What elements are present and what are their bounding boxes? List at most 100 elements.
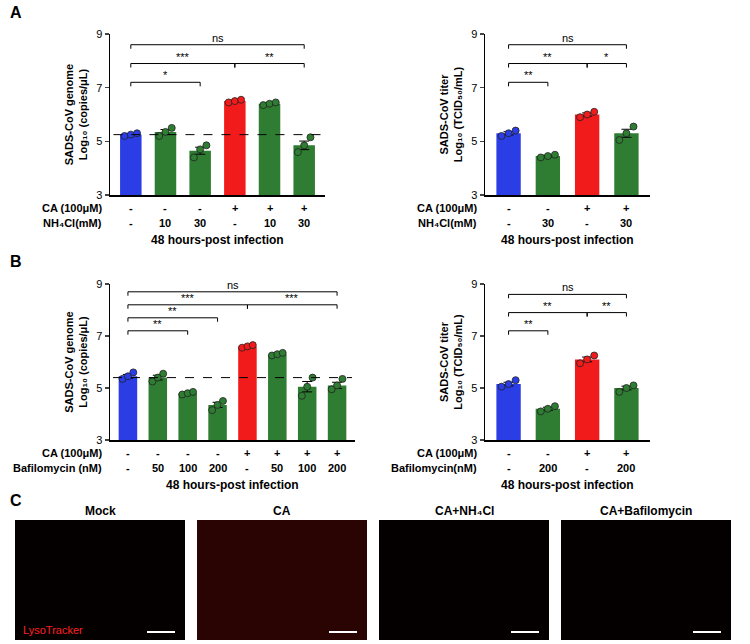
svg-text:+: + [244, 447, 250, 459]
svg-text:LysoTracker: LysoTracker [23, 624, 83, 636]
svg-text:9: 9 [471, 28, 477, 40]
svg-text:CA (100μM): CA (100μM) [42, 202, 102, 214]
svg-text:-: - [233, 217, 237, 229]
svg-text:5: 5 [96, 382, 102, 394]
svg-text:48 hours-post infection: 48 hours-post infection [166, 478, 299, 492]
svg-text:**: ** [543, 51, 552, 63]
svg-text:*: * [163, 69, 168, 81]
svg-text:200: 200 [328, 462, 346, 474]
svg-text:***: *** [176, 51, 190, 63]
svg-text:100: 100 [298, 462, 316, 474]
svg-text:5: 5 [471, 382, 477, 394]
svg-text:5: 5 [96, 135, 102, 147]
svg-text:CA (100μM): CA (100μM) [417, 202, 477, 214]
svg-text:-: - [546, 447, 550, 459]
svg-text:-: - [126, 462, 130, 474]
svg-text:CA+Bafilomycin: CA+Bafilomycin [600, 504, 692, 518]
svg-text:10: 10 [159, 217, 171, 229]
svg-text:200: 200 [209, 462, 227, 474]
svg-text:-: - [186, 447, 190, 459]
svg-text:CA (100μM): CA (100μM) [417, 447, 477, 459]
svg-text:**: ** [543, 300, 552, 312]
svg-text:-: - [129, 217, 133, 229]
svg-text:5: 5 [471, 135, 477, 147]
svg-text:Bafilomycin(nM): Bafilomycin(nM) [391, 462, 477, 474]
svg-text:-: - [585, 217, 589, 229]
svg-text:50: 50 [152, 462, 164, 474]
svg-text:+: + [232, 202, 238, 214]
svg-text:+: + [301, 202, 307, 214]
svg-text:48 hours-post infection: 48 hours-post infection [501, 233, 634, 247]
svg-text:**: ** [602, 300, 611, 312]
svg-text:9: 9 [96, 28, 102, 40]
svg-text:Bafilomycin (nM): Bafilomycin (nM) [13, 462, 102, 474]
svg-text:**: ** [265, 51, 274, 63]
svg-text:7: 7 [471, 82, 477, 94]
svg-text:-: - [546, 202, 550, 214]
svg-text:-: - [507, 447, 511, 459]
svg-text:**: ** [168, 305, 177, 317]
svg-text:ns: ns [227, 279, 239, 291]
svg-text:ns: ns [562, 32, 574, 44]
svg-text:ns: ns [212, 32, 224, 44]
svg-text:7: 7 [471, 330, 477, 342]
svg-text:9: 9 [471, 278, 477, 290]
svg-text:10: 10 [264, 217, 276, 229]
svg-text:CA (100μM): CA (100μM) [42, 447, 102, 459]
svg-text:48 hours-post infection: 48 hours-post infection [501, 478, 634, 492]
svg-text:SADS-CoV genomeLog₁₀ (copies/μ: SADS-CoV genomeLog₁₀ (copies/μL) [63, 64, 89, 165]
svg-text:+: + [274, 447, 280, 459]
svg-text:3: 3 [96, 189, 102, 201]
svg-text:-: - [507, 217, 511, 229]
svg-text:ns: ns [562, 281, 574, 293]
svg-text:100: 100 [179, 462, 197, 474]
svg-text:B: B [10, 253, 22, 270]
svg-text:+: + [584, 202, 590, 214]
svg-text:*: * [604, 51, 609, 63]
svg-text:Mock: Mock [85, 504, 116, 518]
svg-text:**: ** [524, 318, 533, 330]
svg-text:9: 9 [96, 278, 102, 290]
svg-text:7: 7 [96, 330, 102, 342]
svg-text:NH₄Cl(mM): NH₄Cl(mM) [43, 217, 102, 229]
svg-text:-: - [198, 202, 202, 214]
svg-text:SADS-CoV titerLog₁₀ (TCID₅₀/mL: SADS-CoV titerLog₁₀ (TCID₅₀/mL) [438, 67, 464, 163]
svg-text:CA: CA [273, 504, 291, 518]
svg-text:-: - [507, 202, 511, 214]
svg-text:+: + [584, 447, 590, 459]
svg-text:SADS-CoV genomeLog₁₀ (copies/μ: SADS-CoV genomeLog₁₀ (copies/μL) [63, 311, 89, 412]
svg-text:200: 200 [539, 462, 557, 474]
svg-text:+: + [267, 202, 273, 214]
svg-text:NH₄Cl(mM): NH₄Cl(mM) [418, 217, 477, 229]
svg-text:CA+NH₄Cl: CA+NH₄Cl [435, 504, 494, 518]
svg-text:SADS-CoV titerLog₁₀ (TCID₅₀/mL: SADS-CoV titerLog₁₀ (TCID₅₀/mL) [438, 314, 464, 410]
svg-text:30: 30 [620, 217, 632, 229]
svg-text:50: 50 [271, 462, 283, 474]
svg-text:+: + [334, 447, 340, 459]
svg-text:+: + [623, 202, 629, 214]
svg-text:30: 30 [298, 217, 310, 229]
svg-text:-: - [163, 202, 167, 214]
svg-text:+: + [623, 447, 629, 459]
svg-text:+: + [304, 447, 310, 459]
svg-text:3: 3 [471, 189, 477, 201]
svg-text:-: - [245, 462, 249, 474]
svg-text:30: 30 [194, 217, 206, 229]
svg-text:200: 200 [617, 462, 635, 474]
svg-text:-: - [585, 462, 589, 474]
svg-text:48 hours-post infection: 48 hours-post infection [151, 233, 284, 247]
svg-text:-: - [129, 202, 133, 214]
svg-text:**: ** [524, 69, 533, 81]
svg-text:-: - [126, 447, 130, 459]
svg-text:**: ** [153, 318, 162, 330]
svg-text:A: A [10, 4, 22, 21]
svg-text:-: - [216, 447, 220, 459]
svg-text:3: 3 [471, 434, 477, 446]
svg-text:30: 30 [542, 217, 554, 229]
svg-text:-: - [507, 462, 511, 474]
svg-text:***: *** [181, 292, 195, 304]
svg-text:C: C [10, 492, 22, 509]
svg-text:7: 7 [96, 82, 102, 94]
svg-text:***: *** [285, 292, 299, 304]
svg-text:-: - [156, 447, 160, 459]
